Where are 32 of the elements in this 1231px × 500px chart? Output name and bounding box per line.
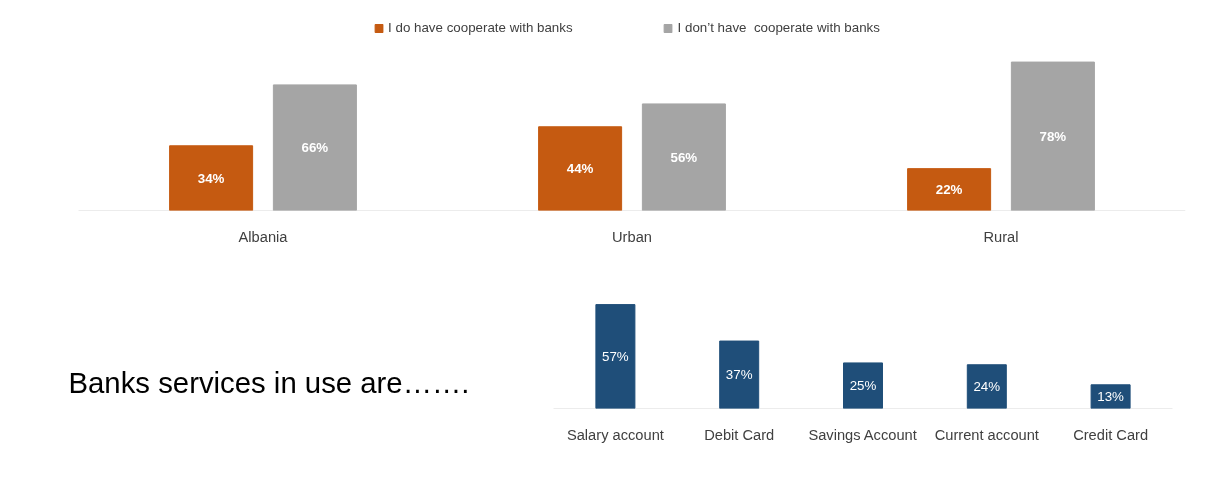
data-label: 66% bbox=[301, 140, 329, 156]
x-tick-label: Albania bbox=[238, 228, 289, 245]
data-label: 24% bbox=[973, 379, 1001, 395]
x-tick-label: Debit Card bbox=[704, 426, 775, 443]
bar bbox=[907, 168, 992, 211]
data-label: 57% bbox=[602, 349, 629, 365]
x-tick-label: Savings Account bbox=[808, 426, 917, 443]
bar bbox=[843, 362, 883, 409]
bar bbox=[538, 126, 623, 211]
legend-label: I do have cooperate with banks bbox=[388, 20, 573, 35]
x-tick-label: Current account bbox=[934, 426, 1039, 443]
bar bbox=[595, 304, 636, 409]
data-label: 78% bbox=[1039, 128, 1067, 144]
data-label: 34% bbox=[197, 170, 225, 186]
data-label: 37% bbox=[725, 367, 753, 383]
bar bbox=[169, 145, 254, 211]
legend-label: I don’t have cooperate with banks bbox=[677, 20, 880, 35]
data-label: 22% bbox=[935, 182, 963, 198]
data-label: 44% bbox=[566, 161, 594, 177]
x-tick-label: Urban bbox=[612, 228, 652, 245]
data-label: 25% bbox=[849, 378, 877, 394]
x-tick-label: Rural bbox=[983, 228, 1019, 245]
bar bbox=[641, 103, 726, 211]
x-tick-label: Credit Card bbox=[1073, 426, 1149, 443]
x-tick-label: Salary account bbox=[566, 426, 664, 443]
bar bbox=[966, 364, 1007, 409]
bar bbox=[719, 340, 760, 409]
bar bbox=[272, 84, 357, 211]
text: Banks services in use are……. bbox=[68, 366, 470, 400]
bar bbox=[1010, 61, 1095, 211]
data-label: 56% bbox=[670, 149, 698, 165]
data-label: 13% bbox=[1097, 389, 1125, 405]
